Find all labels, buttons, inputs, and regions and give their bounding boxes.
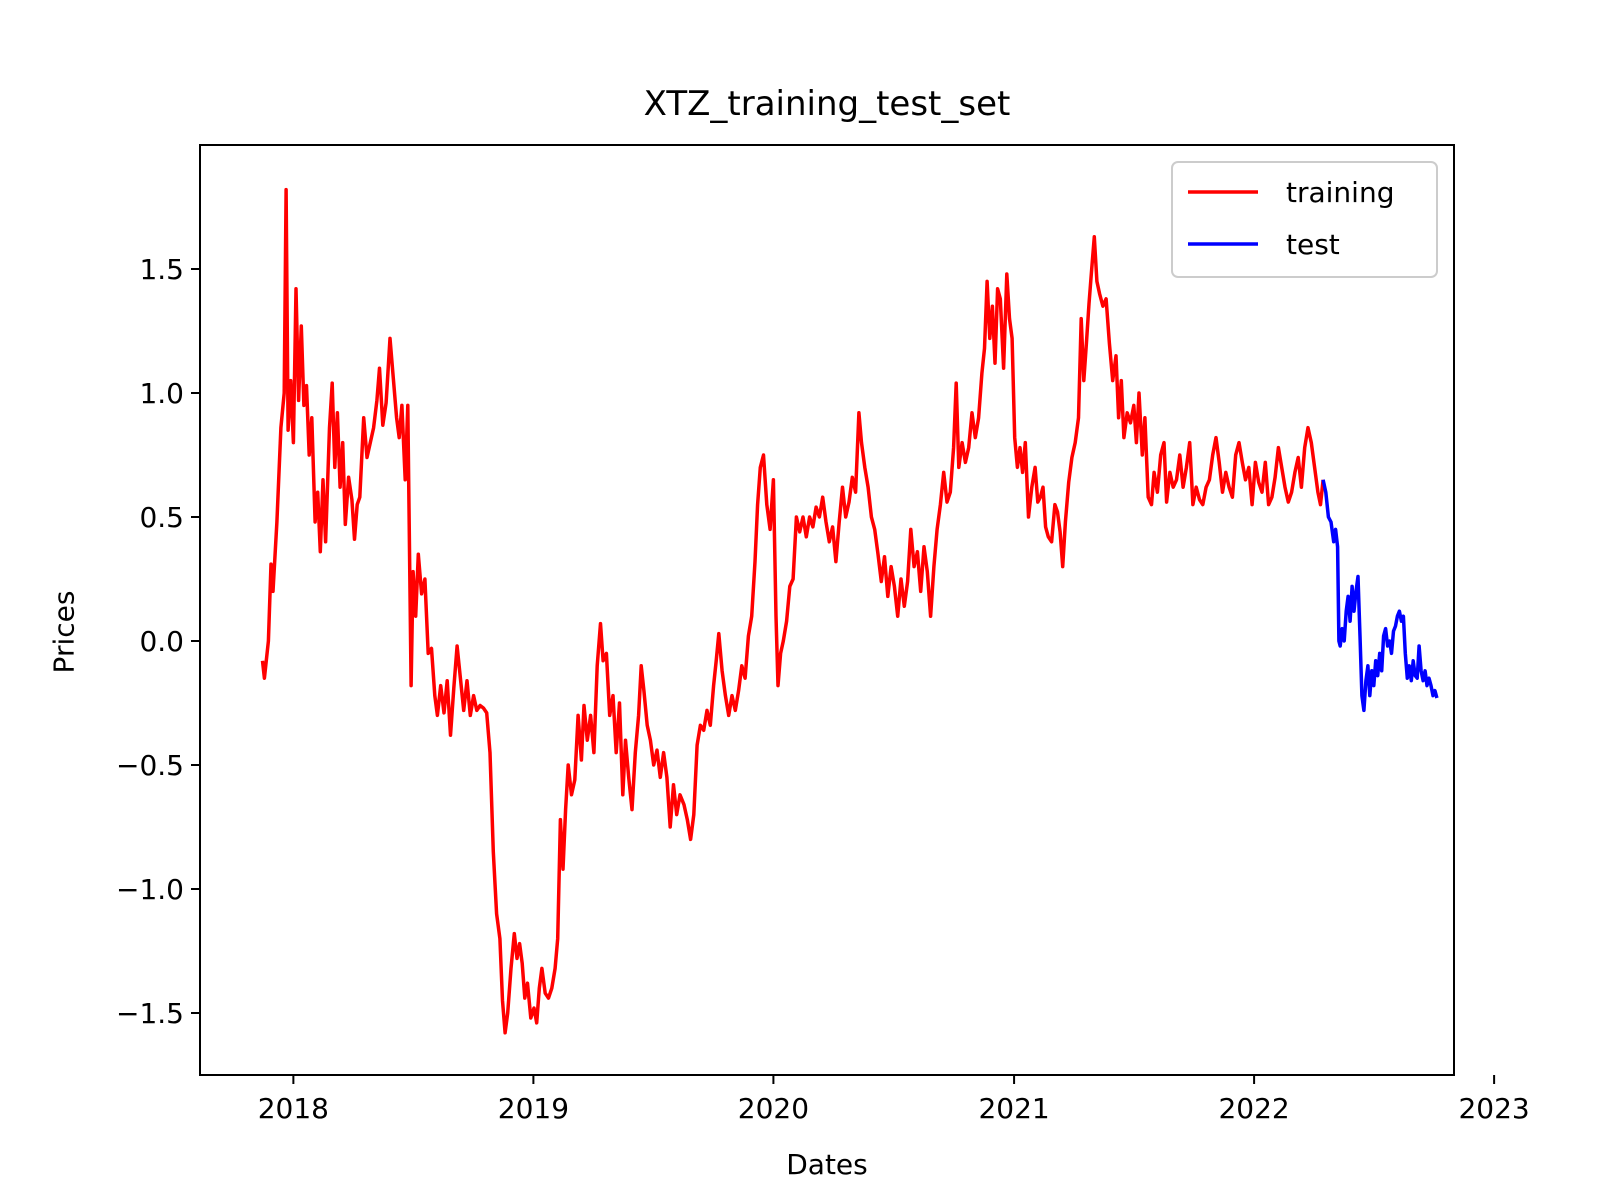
y-tick-label: 1.5 — [139, 253, 184, 286]
series-layer — [260, 187, 1439, 1035]
y-tick-label: 0.5 — [139, 501, 184, 534]
y-tick-label: −0.5 — [116, 749, 184, 782]
legend-label-test: test — [1286, 228, 1340, 261]
x-tick-label: 2020 — [738, 1092, 809, 1125]
x-tick-label: 2018 — [258, 1092, 329, 1125]
y-axis-label: Prices — [47, 590, 81, 674]
y-tick-label: 0.0 — [139, 625, 184, 658]
y-tick-label: −1.0 — [116, 873, 184, 906]
x-tick-label: 2021 — [978, 1092, 1049, 1125]
chart-title: XTZ_training_test_set — [643, 84, 1011, 124]
x-tick-label: 2023 — [1458, 1092, 1529, 1125]
x-axis-label: Dates — [786, 1148, 868, 1181]
ticks-layer: 2018 2019 2020 2021 2022 2023 −1.5 −1.0 −0.5 0.0 0… — [116, 253, 1530, 1125]
series-line-training — [260, 187, 1325, 1035]
series-line-test — [1321, 479, 1439, 713]
legend-label-training: training — [1286, 176, 1394, 209]
x-tick-label: 2019 — [498, 1092, 569, 1125]
legend: training test — [1171, 161, 1438, 278]
y-tick-label: 1.0 — [139, 377, 184, 410]
axes-frame — [199, 144, 1455, 1076]
x-tick-label: 2022 — [1218, 1092, 1289, 1125]
y-tick-label: −1.5 — [116, 997, 184, 1030]
